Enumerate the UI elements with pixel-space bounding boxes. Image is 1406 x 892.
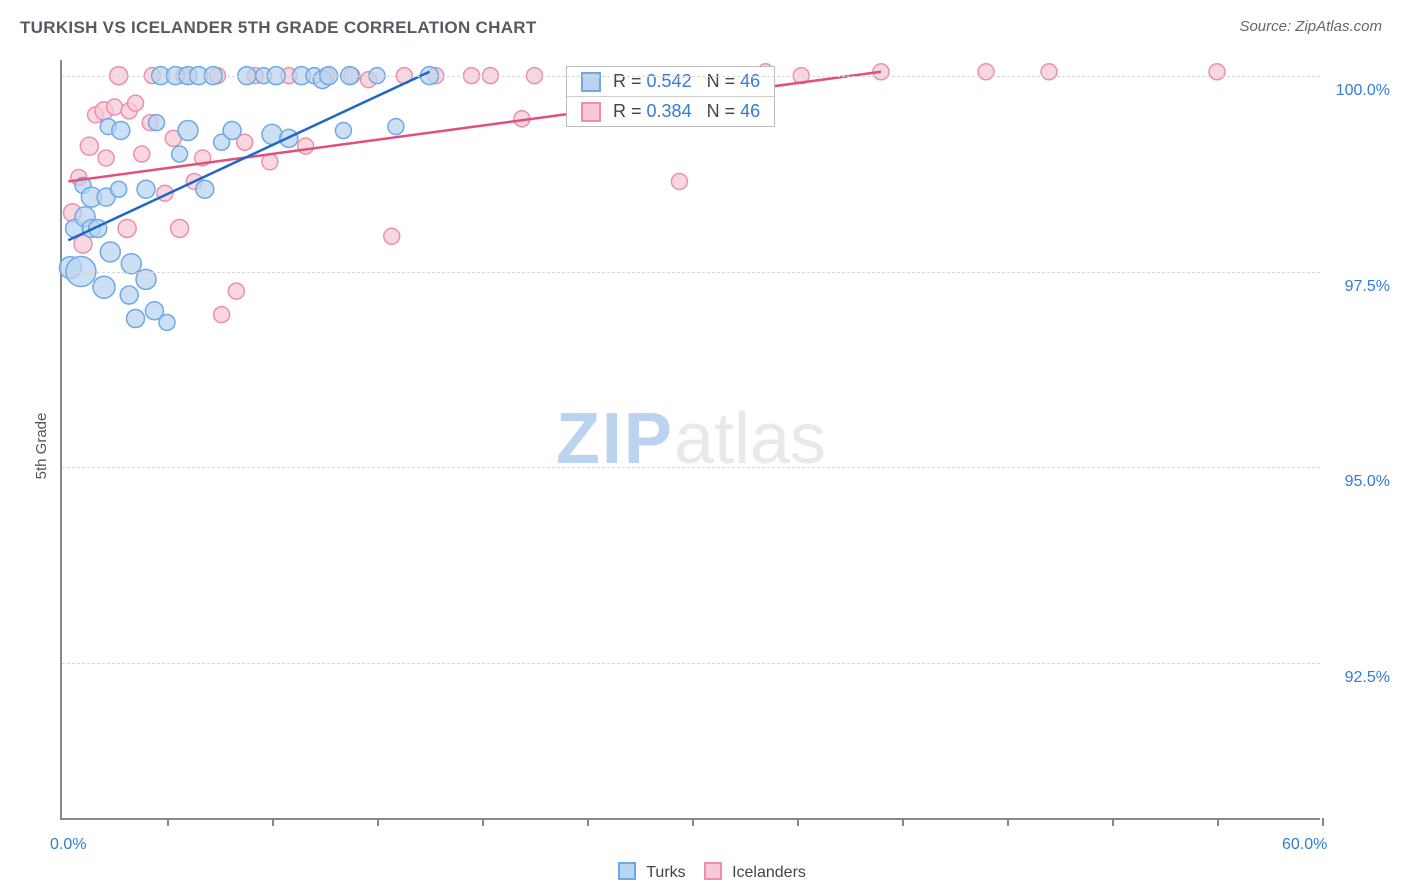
data-point xyxy=(196,180,214,198)
data-point xyxy=(1209,64,1225,80)
data-point xyxy=(107,99,123,115)
data-point xyxy=(298,138,314,154)
data-point xyxy=(335,123,351,139)
y-axis-label: 5th Grade xyxy=(33,413,50,480)
x-tick xyxy=(1112,818,1114,826)
plot-area: ZIPatlas R = 0.542 N = 46R = 0.384 N = 4… xyxy=(60,60,1320,820)
trend-line xyxy=(68,72,429,240)
n-label: N = xyxy=(692,71,736,92)
swatch-icon xyxy=(581,102,601,122)
x-tick xyxy=(587,818,589,826)
gridline xyxy=(62,272,1320,273)
x-tick xyxy=(482,818,484,826)
r-value: 0.542 xyxy=(647,71,692,92)
x-tick xyxy=(797,818,799,826)
x-tick-label: 60.0% xyxy=(1282,836,1327,854)
x-tick-label: 0.0% xyxy=(50,836,86,854)
n-value: 46 xyxy=(740,71,760,92)
data-point xyxy=(93,276,115,298)
n-label: N = xyxy=(692,101,736,122)
legend: Turks Icelanders xyxy=(0,862,1406,882)
x-tick xyxy=(902,818,904,826)
stats-row-icelanders: R = 0.384 N = 46 xyxy=(567,96,774,126)
legend-label: Icelanders xyxy=(728,864,806,881)
data-point xyxy=(178,121,198,141)
data-point xyxy=(128,95,144,111)
legend-label: Turks xyxy=(642,864,686,881)
data-point xyxy=(214,307,230,323)
data-point xyxy=(388,119,404,135)
data-point xyxy=(98,150,114,166)
data-point xyxy=(127,310,145,328)
data-point xyxy=(120,286,138,304)
swatch-icon xyxy=(581,72,601,92)
y-tick-label: 100.0% xyxy=(1336,82,1390,100)
data-point xyxy=(171,219,189,237)
data-point xyxy=(159,314,175,330)
data-point xyxy=(112,122,130,140)
data-point xyxy=(384,228,400,244)
x-tick xyxy=(377,818,379,826)
data-point xyxy=(172,146,188,162)
data-point xyxy=(100,242,120,262)
x-tick xyxy=(272,818,274,826)
data-point xyxy=(223,122,241,140)
y-tick-label: 95.0% xyxy=(1345,473,1390,491)
data-point xyxy=(134,146,150,162)
r-label: R = xyxy=(613,101,642,122)
data-point xyxy=(671,173,687,189)
data-point xyxy=(228,283,244,299)
x-tick xyxy=(692,818,694,826)
data-point xyxy=(149,115,165,131)
x-tick xyxy=(1322,818,1324,826)
data-point xyxy=(1041,64,1057,80)
x-tick xyxy=(1007,818,1009,826)
data-point xyxy=(978,64,994,80)
source-label: Source: ZipAtlas.com xyxy=(1239,18,1382,35)
r-value: 0.384 xyxy=(647,101,692,122)
x-tick xyxy=(167,818,169,826)
legend-swatch-icon xyxy=(704,862,722,880)
header: TURKISH VS ICELANDER 5TH GRADE CORRELATI… xyxy=(20,18,1386,48)
x-tick xyxy=(1217,818,1219,826)
data-point xyxy=(262,154,278,170)
chart-title: TURKISH VS ICELANDER 5TH GRADE CORRELATI… xyxy=(20,18,537,37)
gridline xyxy=(62,663,1320,664)
data-point xyxy=(118,219,136,237)
stats-row-turks: R = 0.542 N = 46 xyxy=(567,67,774,96)
legend-swatch-icon xyxy=(618,862,636,880)
chart-svg xyxy=(62,60,1320,818)
y-tick-label: 92.5% xyxy=(1345,669,1390,687)
data-point xyxy=(111,181,127,197)
data-point xyxy=(137,180,155,198)
gridline xyxy=(62,467,1320,468)
n-value: 46 xyxy=(740,101,760,122)
gridline xyxy=(62,76,1320,77)
r-label: R = xyxy=(613,71,642,92)
data-point xyxy=(80,137,98,155)
y-tick-label: 97.5% xyxy=(1345,278,1390,296)
chart-container: TURKISH VS ICELANDER 5TH GRADE CORRELATI… xyxy=(0,0,1406,892)
